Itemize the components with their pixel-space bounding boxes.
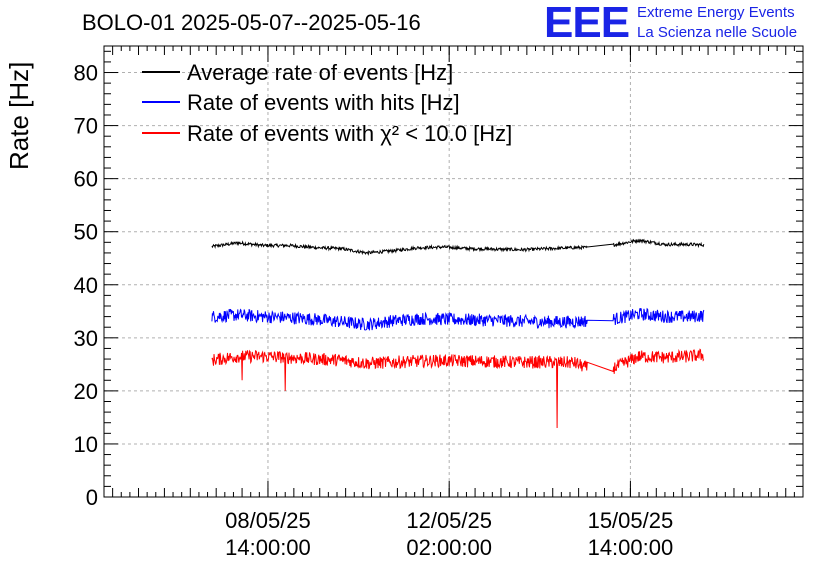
legend-entry: Average rate of events [Hz] (187, 60, 453, 85)
plot-frame (103, 45, 804, 498)
x-tick-label-date: 12/05/25 (406, 508, 492, 533)
y-tick-label: 50 (74, 220, 98, 245)
chart-title: BOLO-01 2025-05-07--2025-05-16 (82, 10, 421, 35)
y-tick-label: 70 (74, 114, 98, 139)
series-line (211, 238, 705, 256)
logo-subtitle-line2: La Scienza nelle Scuole (637, 24, 798, 41)
logo-subtitle-line1: Extreme Energy Events (637, 4, 795, 21)
y-tick-label: 30 (74, 326, 98, 351)
y-tick-label: 60 (74, 167, 98, 192)
legend-entry: Rate of events with χ² < 10.0 [Hz] (187, 121, 512, 146)
y-tick-label: 40 (74, 273, 98, 298)
x-tick-label-date: 08/05/25 (225, 508, 311, 533)
x-tick-label-time: 14:00:00 (588, 535, 674, 560)
x-tick-label-time: 14:00:00 (225, 535, 311, 560)
series-line (211, 348, 705, 429)
legend-entry: Rate of events with hits [Hz] (187, 90, 460, 115)
x-tick-label-time: 02:00:00 (406, 535, 492, 560)
y-tick-label: 10 (74, 432, 98, 457)
eee-logo: EEE (544, 0, 630, 47)
series-line (211, 307, 705, 331)
y-tick-label: 80 (74, 61, 98, 86)
x-tick-label-date: 15/05/25 (588, 508, 674, 533)
y-tick-label: 0 (86, 485, 98, 510)
y-tick-label: 20 (74, 379, 98, 404)
